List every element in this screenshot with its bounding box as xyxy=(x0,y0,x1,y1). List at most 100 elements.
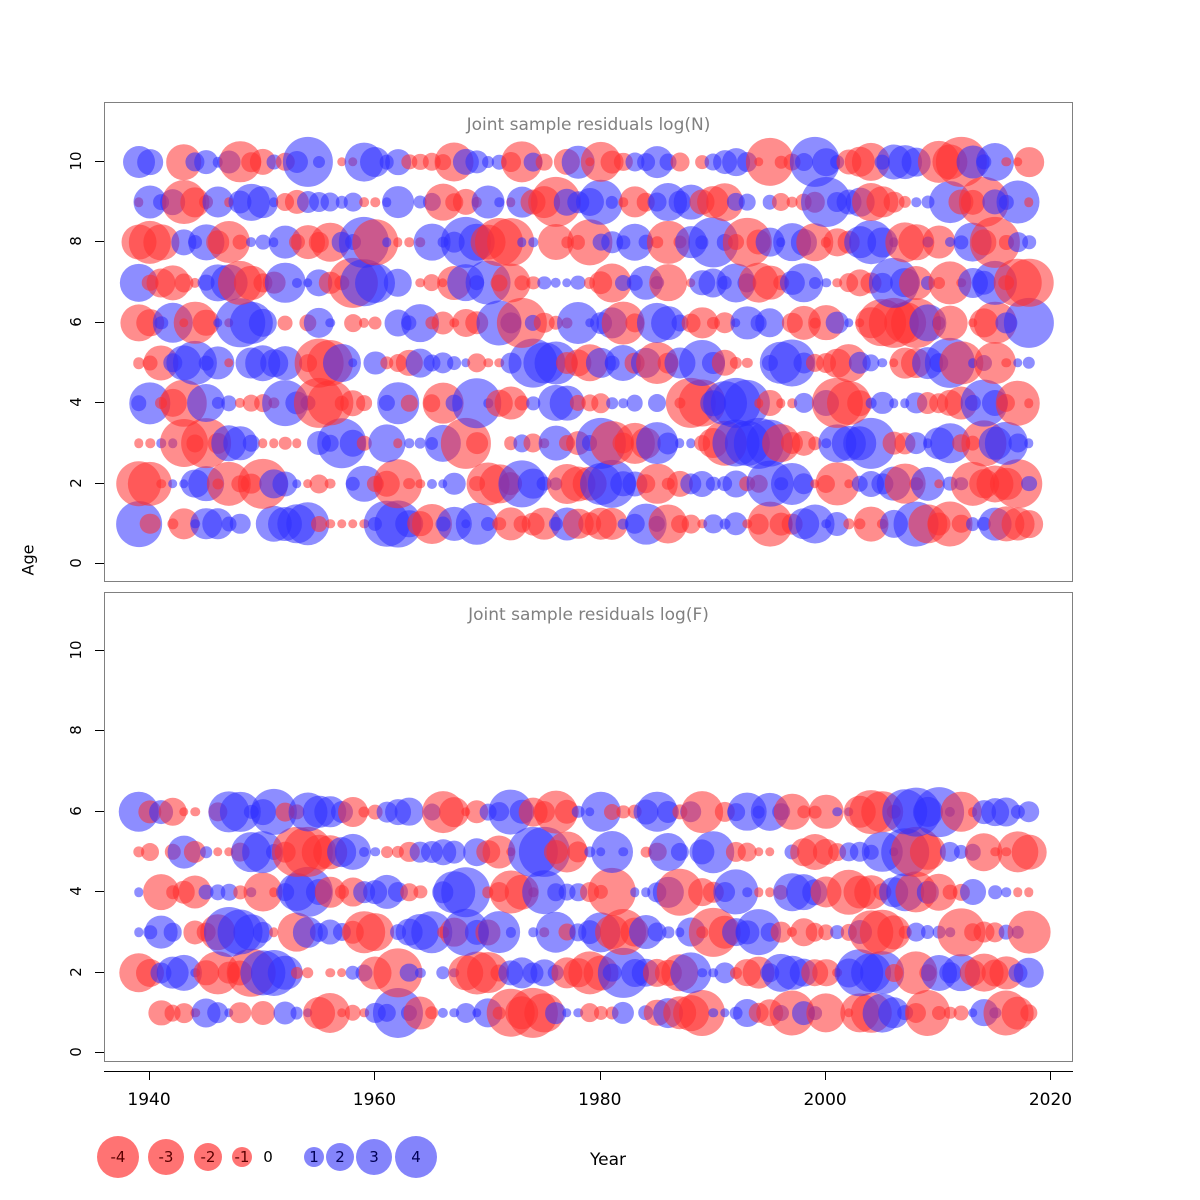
residual-bubble xyxy=(526,396,540,410)
residual-bubble xyxy=(719,1008,730,1018)
residual-bubble xyxy=(344,313,362,332)
residual-bubble xyxy=(550,277,561,288)
residual-bubble xyxy=(415,277,426,288)
residual-bubble xyxy=(324,478,336,490)
y-axis-tick xyxy=(95,891,104,893)
residual-bubble xyxy=(229,1001,252,1024)
residual-bubble xyxy=(679,989,726,1036)
residual-bubble xyxy=(356,913,395,952)
residual-bubble xyxy=(612,1001,635,1024)
residual-bubble xyxy=(911,197,921,207)
residual-bubble xyxy=(738,193,756,211)
residual-bubble xyxy=(404,237,414,248)
y-axis-tick xyxy=(95,241,104,243)
legend-bubble: -2 xyxy=(194,1143,222,1171)
residual-bubble xyxy=(134,438,144,449)
residual-bubble xyxy=(336,1008,347,1018)
y-axis-tick xyxy=(95,971,104,973)
residual-bubble xyxy=(713,311,736,334)
residual-bubble xyxy=(573,1008,583,1018)
legend-label-zero: 0 xyxy=(263,1148,273,1166)
residual-bubble xyxy=(336,967,347,978)
residual-bubble xyxy=(235,398,246,409)
residual-bubble xyxy=(1001,887,1012,897)
residual-bubble xyxy=(336,519,347,529)
residual-bubble xyxy=(1018,801,1040,823)
residual-bubble xyxy=(290,1006,303,1020)
residual-bubble xyxy=(320,192,340,212)
residual-bubble xyxy=(526,275,540,290)
residual-bubble xyxy=(657,432,679,454)
residual-bubble xyxy=(211,397,224,410)
residual-bubble xyxy=(1024,398,1034,408)
residual-bubble xyxy=(449,1008,460,1018)
residual-bubble xyxy=(356,436,372,451)
residual-bubble xyxy=(368,316,382,330)
residual-bubble xyxy=(443,472,466,495)
residual-bubble xyxy=(206,1001,229,1024)
residual-bubble xyxy=(900,398,910,408)
legend-item-2: 2 xyxy=(326,1143,354,1171)
residual-bubble xyxy=(932,305,968,341)
legend-item-minus4: -4 xyxy=(97,1136,139,1178)
legend-bubble: 4 xyxy=(395,1136,437,1178)
residual-bubble xyxy=(348,358,358,368)
residual-bubble xyxy=(832,277,843,288)
residual-bubble xyxy=(810,478,820,489)
legend-item-minus1: -1 xyxy=(232,1147,252,1167)
residual-bubble xyxy=(713,869,759,915)
legend-bubble: -3 xyxy=(148,1139,184,1175)
legend-bubble: -4 xyxy=(97,1136,139,1178)
size-legend: -4 -3 -2 -1 0 1 2 3 4 xyxy=(90,1122,530,1192)
residual-bubble xyxy=(1001,358,1012,368)
residual-bubble xyxy=(953,1005,969,1021)
residual-bubble xyxy=(467,353,487,373)
residual-bubble xyxy=(771,193,791,212)
residual-bubble xyxy=(302,966,314,979)
x-axis-tick-label: 1960 xyxy=(352,1090,397,1110)
residual-bubble xyxy=(959,879,986,906)
residual-bubble xyxy=(399,963,419,982)
x-axis-tick xyxy=(599,1071,601,1080)
residual-bubble xyxy=(291,438,302,449)
residual-bubble xyxy=(250,1000,275,1025)
residual-bubble xyxy=(359,847,370,857)
residual-bubble xyxy=(232,234,248,250)
x-axis-tick xyxy=(374,1071,376,1080)
residual-bubble xyxy=(163,923,182,942)
residual-bubble xyxy=(888,398,899,408)
residual-bubble xyxy=(325,967,336,978)
x-axis-tick-label: 1980 xyxy=(578,1090,622,1110)
residual-bubble xyxy=(808,436,822,451)
residual-bubble xyxy=(273,1001,297,1025)
residual-bubble xyxy=(255,235,271,250)
residual-bubble xyxy=(686,438,696,449)
residual-bubble xyxy=(703,514,724,534)
residual-bubble xyxy=(537,275,552,290)
residual-bubble xyxy=(133,357,145,369)
residual-bubble xyxy=(931,1005,946,1020)
residual-bubble xyxy=(1021,475,1037,492)
residual-bubble xyxy=(413,885,428,899)
residual-bubble xyxy=(325,318,336,328)
residual-bubble xyxy=(311,515,328,532)
residual-bubble xyxy=(460,358,471,368)
residual-bubble xyxy=(291,478,302,489)
residual-bubble xyxy=(269,197,279,207)
residual-bubble xyxy=(995,380,1040,426)
residual-bubble xyxy=(1024,438,1034,449)
residual-bubble xyxy=(277,315,293,331)
residual-bubble xyxy=(1022,356,1036,370)
residual-bubble xyxy=(465,432,488,455)
residual-bubble xyxy=(1013,957,1045,988)
residual-bubble xyxy=(898,196,912,209)
x-axis-tick-label: 2020 xyxy=(1028,1090,1073,1110)
residual-bubble xyxy=(1007,910,1051,954)
residual-bubble xyxy=(965,516,980,531)
residual-bubble xyxy=(174,273,194,293)
residual-bubble xyxy=(514,274,530,291)
residual-bubble xyxy=(483,358,493,368)
legend-bubble: 1 xyxy=(304,1147,324,1167)
residual-bubble xyxy=(1014,147,1044,177)
legend-item-0: 0 xyxy=(263,1148,273,1166)
